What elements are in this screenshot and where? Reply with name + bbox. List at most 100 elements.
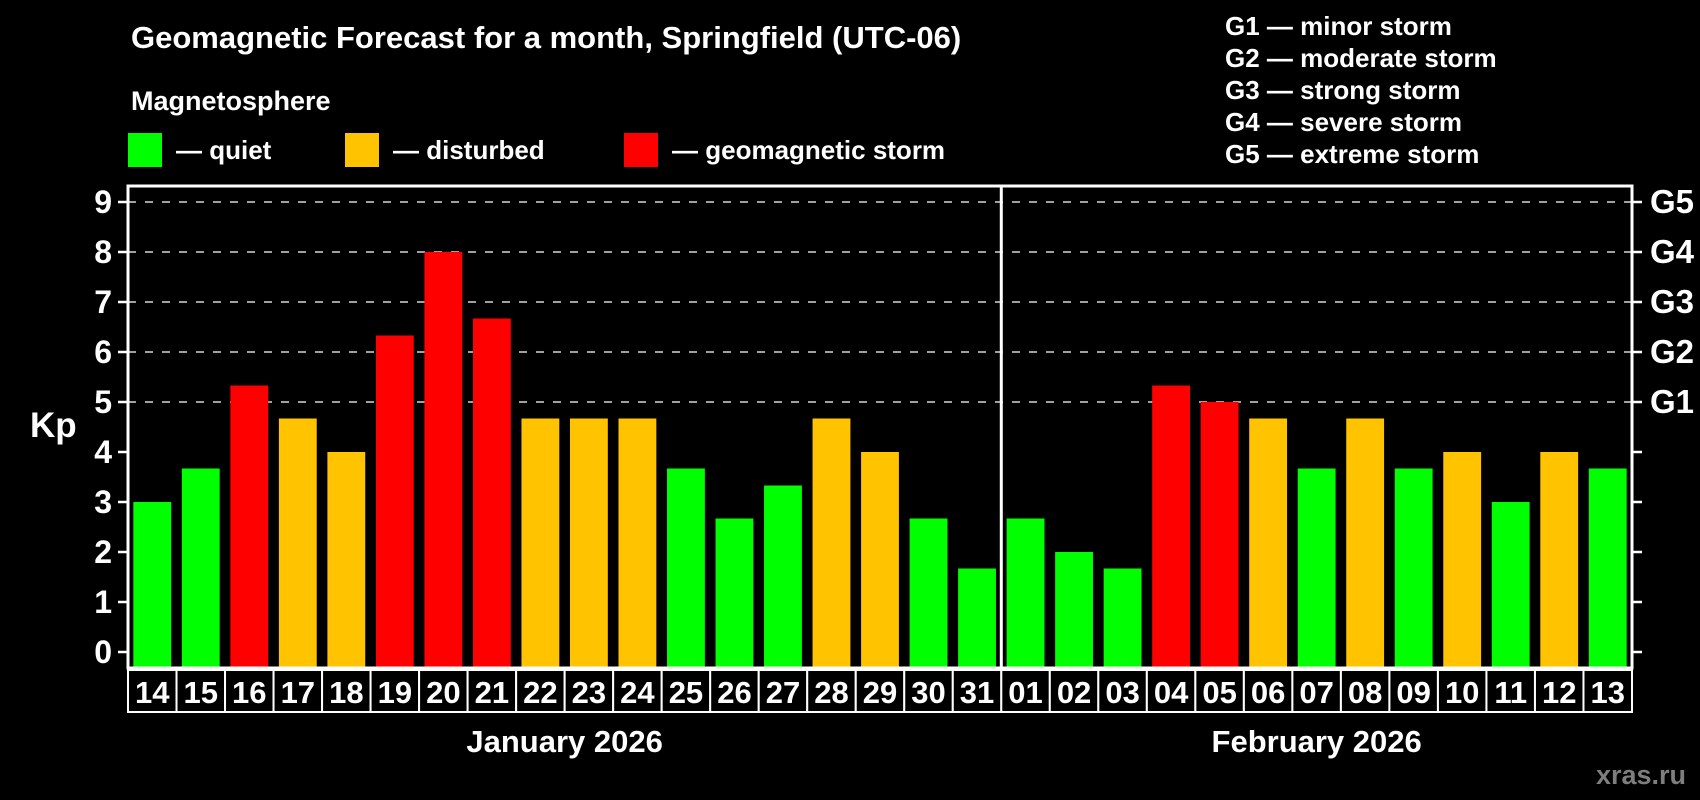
legend-item-storm: — geomagnetic storm	[624, 132, 945, 168]
day-label: 04	[1154, 675, 1189, 710]
day-label: 27	[766, 675, 800, 710]
kp-bar-day-22	[521, 418, 560, 667]
kp-bar-day-23	[569, 418, 608, 667]
kp-bar-day-24	[618, 418, 657, 667]
g-scale-axis-label-g1: G1	[1650, 383, 1694, 420]
kp-bar-day-08	[1346, 418, 1385, 667]
day-label-cell	[175, 669, 227, 713]
day-label: 02	[1057, 675, 1091, 710]
legend-item-quiet: — quiet	[128, 132, 271, 168]
day-label: 13	[1590, 675, 1624, 710]
y-axis-tick-label: 4	[94, 434, 112, 470]
kp-bar-day-16	[230, 385, 269, 667]
day-label: 10	[1445, 675, 1479, 710]
day-label-cell	[1533, 669, 1585, 713]
day-label: 29	[863, 675, 897, 710]
kp-bar-day-13	[1588, 468, 1627, 667]
day-label: 23	[572, 675, 606, 710]
month-label: February 2026	[1212, 724, 1422, 759]
day-label-cell	[660, 669, 712, 713]
page-title: Geomagnetic Forecast for a month, Spring…	[131, 20, 962, 55]
y-axis-tick-label: 3	[94, 484, 112, 520]
day-label-cell	[418, 669, 469, 713]
disturbed-color-swatch	[345, 133, 379, 167]
g-scale-legend-item-g2: G2 — moderate storm	[1225, 43, 1497, 73]
day-label: 28	[814, 675, 848, 710]
day-label: 31	[960, 675, 994, 710]
day-label-cell	[1145, 669, 1197, 713]
day-label: 01	[1008, 675, 1042, 710]
legend-label-quiet: — quiet	[176, 134, 272, 165]
y-axis-tick-label: 2	[94, 534, 112, 570]
day-label-cell	[806, 669, 857, 713]
day-label: 03	[1105, 675, 1139, 710]
g-scale-axis-label-g4: G4	[1650, 233, 1695, 270]
day-label: 26	[717, 675, 751, 710]
y-axis-tick-label: 0	[94, 634, 112, 670]
day-label: 22	[523, 675, 557, 710]
kp-bar-day-11	[1491, 502, 1530, 667]
day-label: 24	[620, 675, 655, 710]
kp-bar-day-12	[1540, 452, 1579, 667]
legend-item-disturbed: — disturbed	[345, 132, 545, 168]
day-label-cell	[903, 669, 954, 713]
kp-bar-day-28	[812, 418, 851, 667]
kp-bar-day-19	[375, 335, 414, 667]
g-scale-legend-item-g4: G4 — severe storm	[1225, 107, 1463, 137]
day-label-cell	[1582, 669, 1634, 713]
day-label: 09	[1396, 675, 1430, 710]
day-label: 16	[232, 675, 266, 710]
g-scale-axis-label-g2: G2	[1650, 333, 1694, 370]
day-label: 06	[1251, 675, 1285, 710]
day-label-cell	[854, 669, 906, 713]
g-scale-legend-item-g5: G5 — extreme storm	[1225, 139, 1480, 169]
y-axis-tick-label: 1	[94, 584, 112, 620]
magnetosphere-label: Magnetosphere	[131, 86, 331, 116]
day-label-cell	[709, 669, 760, 713]
kp-bar-day-31	[958, 568, 996, 667]
g-scale-axis-label-g5: G5	[1650, 183, 1694, 220]
day-label-cell	[515, 669, 566, 713]
kp-bar-day-29	[861, 452, 899, 667]
day-label-cell	[127, 669, 178, 713]
kp-bar-day-15	[181, 468, 220, 667]
kp-bar-day-30	[909, 518, 948, 667]
day-label: 14	[135, 675, 170, 710]
day-label: 21	[475, 675, 509, 710]
legend-label-storm: — geomagnetic storm	[672, 134, 946, 165]
y-axis-title: Kp	[30, 406, 77, 445]
day-label: 30	[911, 675, 945, 710]
day-label: 18	[329, 675, 363, 710]
day-label-cell	[1242, 669, 1294, 713]
kp-bar-day-04	[1152, 385, 1191, 667]
day-label-cell	[1291, 669, 1342, 713]
kp-bar-day-20	[424, 252, 463, 667]
day-label: 25	[669, 675, 703, 710]
y-axis-tick-label: 5	[94, 384, 112, 420]
g-scale-axis-label-g3: G3	[1650, 283, 1694, 320]
kp-bar-day-03	[1103, 568, 1142, 667]
day-label-cell	[757, 669, 809, 713]
kp-bar-day-18	[327, 452, 366, 667]
day-label: 20	[426, 675, 460, 710]
day-label-cell	[321, 669, 372, 713]
storm-color-swatch	[624, 133, 658, 167]
plot-border	[126, 184, 1634, 670]
g-scale-legend-item-g3: G3 — strong storm	[1225, 75, 1461, 105]
kp-bar-day-09	[1394, 468, 1433, 667]
y-axis-tick-label: 6	[94, 334, 112, 370]
g-scale-legend-item-g1: G1 — minor storm	[1225, 11, 1452, 41]
day-label: 05	[1202, 675, 1236, 710]
kp-bar-day-06	[1249, 418, 1288, 667]
month-label: January 2026	[466, 724, 662, 759]
y-axis-tick-label: 8	[94, 234, 112, 270]
kp-bar-day-25	[667, 468, 705, 667]
kp-bar-day-05	[1200, 402, 1239, 667]
y-axis-tick-label: 7	[94, 284, 112, 320]
day-label-cell	[1436, 669, 1488, 713]
kp-bar-day-21	[472, 318, 511, 667]
kp-bar-day-07	[1297, 468, 1336, 667]
day-label: 12	[1542, 675, 1576, 710]
kp-bar-day-01	[1006, 518, 1045, 667]
